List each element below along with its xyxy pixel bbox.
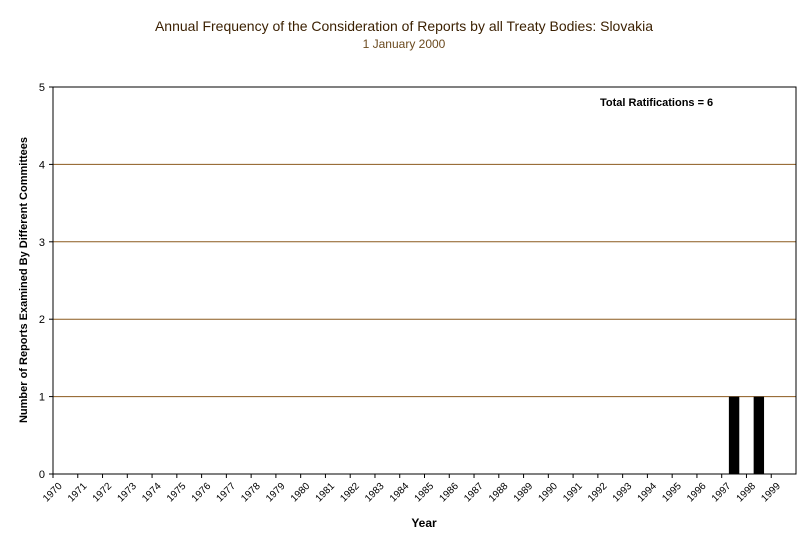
x-tick-label: 1976 — [190, 481, 214, 505]
x-tick-label: 1979 — [264, 481, 288, 505]
x-tick-label: 1996 — [685, 481, 709, 505]
x-tick-label: 1975 — [165, 481, 189, 505]
x-tick-label: 1984 — [388, 481, 412, 505]
x-tick-label: 1986 — [437, 481, 461, 505]
x-tick-label: 1990 — [536, 481, 560, 505]
x-tick-label: 1998 — [735, 481, 759, 505]
chart-subtitle: 1 January 2000 — [362, 37, 446, 51]
chart-title: Annual Frequency of the Consideration of… — [154, 18, 654, 34]
x-tick-label: 1980 — [289, 481, 313, 505]
y-tick-label: 5 — [39, 82, 45, 94]
y-tick-label: 3 — [39, 237, 45, 249]
x-tick-label: 1983 — [363, 481, 387, 505]
x-tick-label: 1981 — [314, 481, 338, 505]
x-tick-label: 1978 — [239, 481, 263, 505]
x-tick-label: 1987 — [462, 481, 486, 505]
x-tick-label: 1977 — [215, 481, 239, 505]
x-tick-label: 1985 — [413, 481, 437, 505]
annotation-total-ratifications: Total Ratifications = 6 — [600, 97, 713, 109]
x-axis-label: Year — [411, 516, 437, 530]
x-tick-label: 1972 — [91, 481, 115, 505]
y-tick-label: 4 — [39, 159, 45, 171]
x-tick-label: 1970 — [41, 481, 65, 505]
y-tick-label: 0 — [39, 469, 45, 481]
x-tick-label: 1973 — [115, 481, 139, 505]
x-tick-label: 1992 — [586, 481, 610, 505]
x-tick-label: 1988 — [487, 481, 511, 505]
x-tick-label: 1982 — [338, 481, 362, 505]
y-tick-label: 1 — [39, 392, 45, 404]
y-axis-label: Number of Reports Examined By Different … — [18, 137, 30, 423]
x-tick-label: 1989 — [512, 481, 536, 505]
x-tick-label: 1995 — [660, 481, 684, 505]
plot-area-frame — [52, 86, 797, 475]
x-tick-label: 1971 — [66, 481, 90, 505]
bar-1997 — [728, 396, 740, 474]
x-tick-label: 1991 — [561, 481, 585, 505]
x-tick-label: 1993 — [611, 481, 635, 505]
x-tick-label: 1994 — [636, 481, 660, 505]
x-tick-label: 1999 — [759, 481, 783, 505]
x-tick-label: 1974 — [140, 481, 164, 505]
x-tick-label: 1997 — [710, 481, 734, 505]
bar-1998 — [753, 396, 765, 474]
y-tick-label: 2 — [39, 314, 45, 326]
